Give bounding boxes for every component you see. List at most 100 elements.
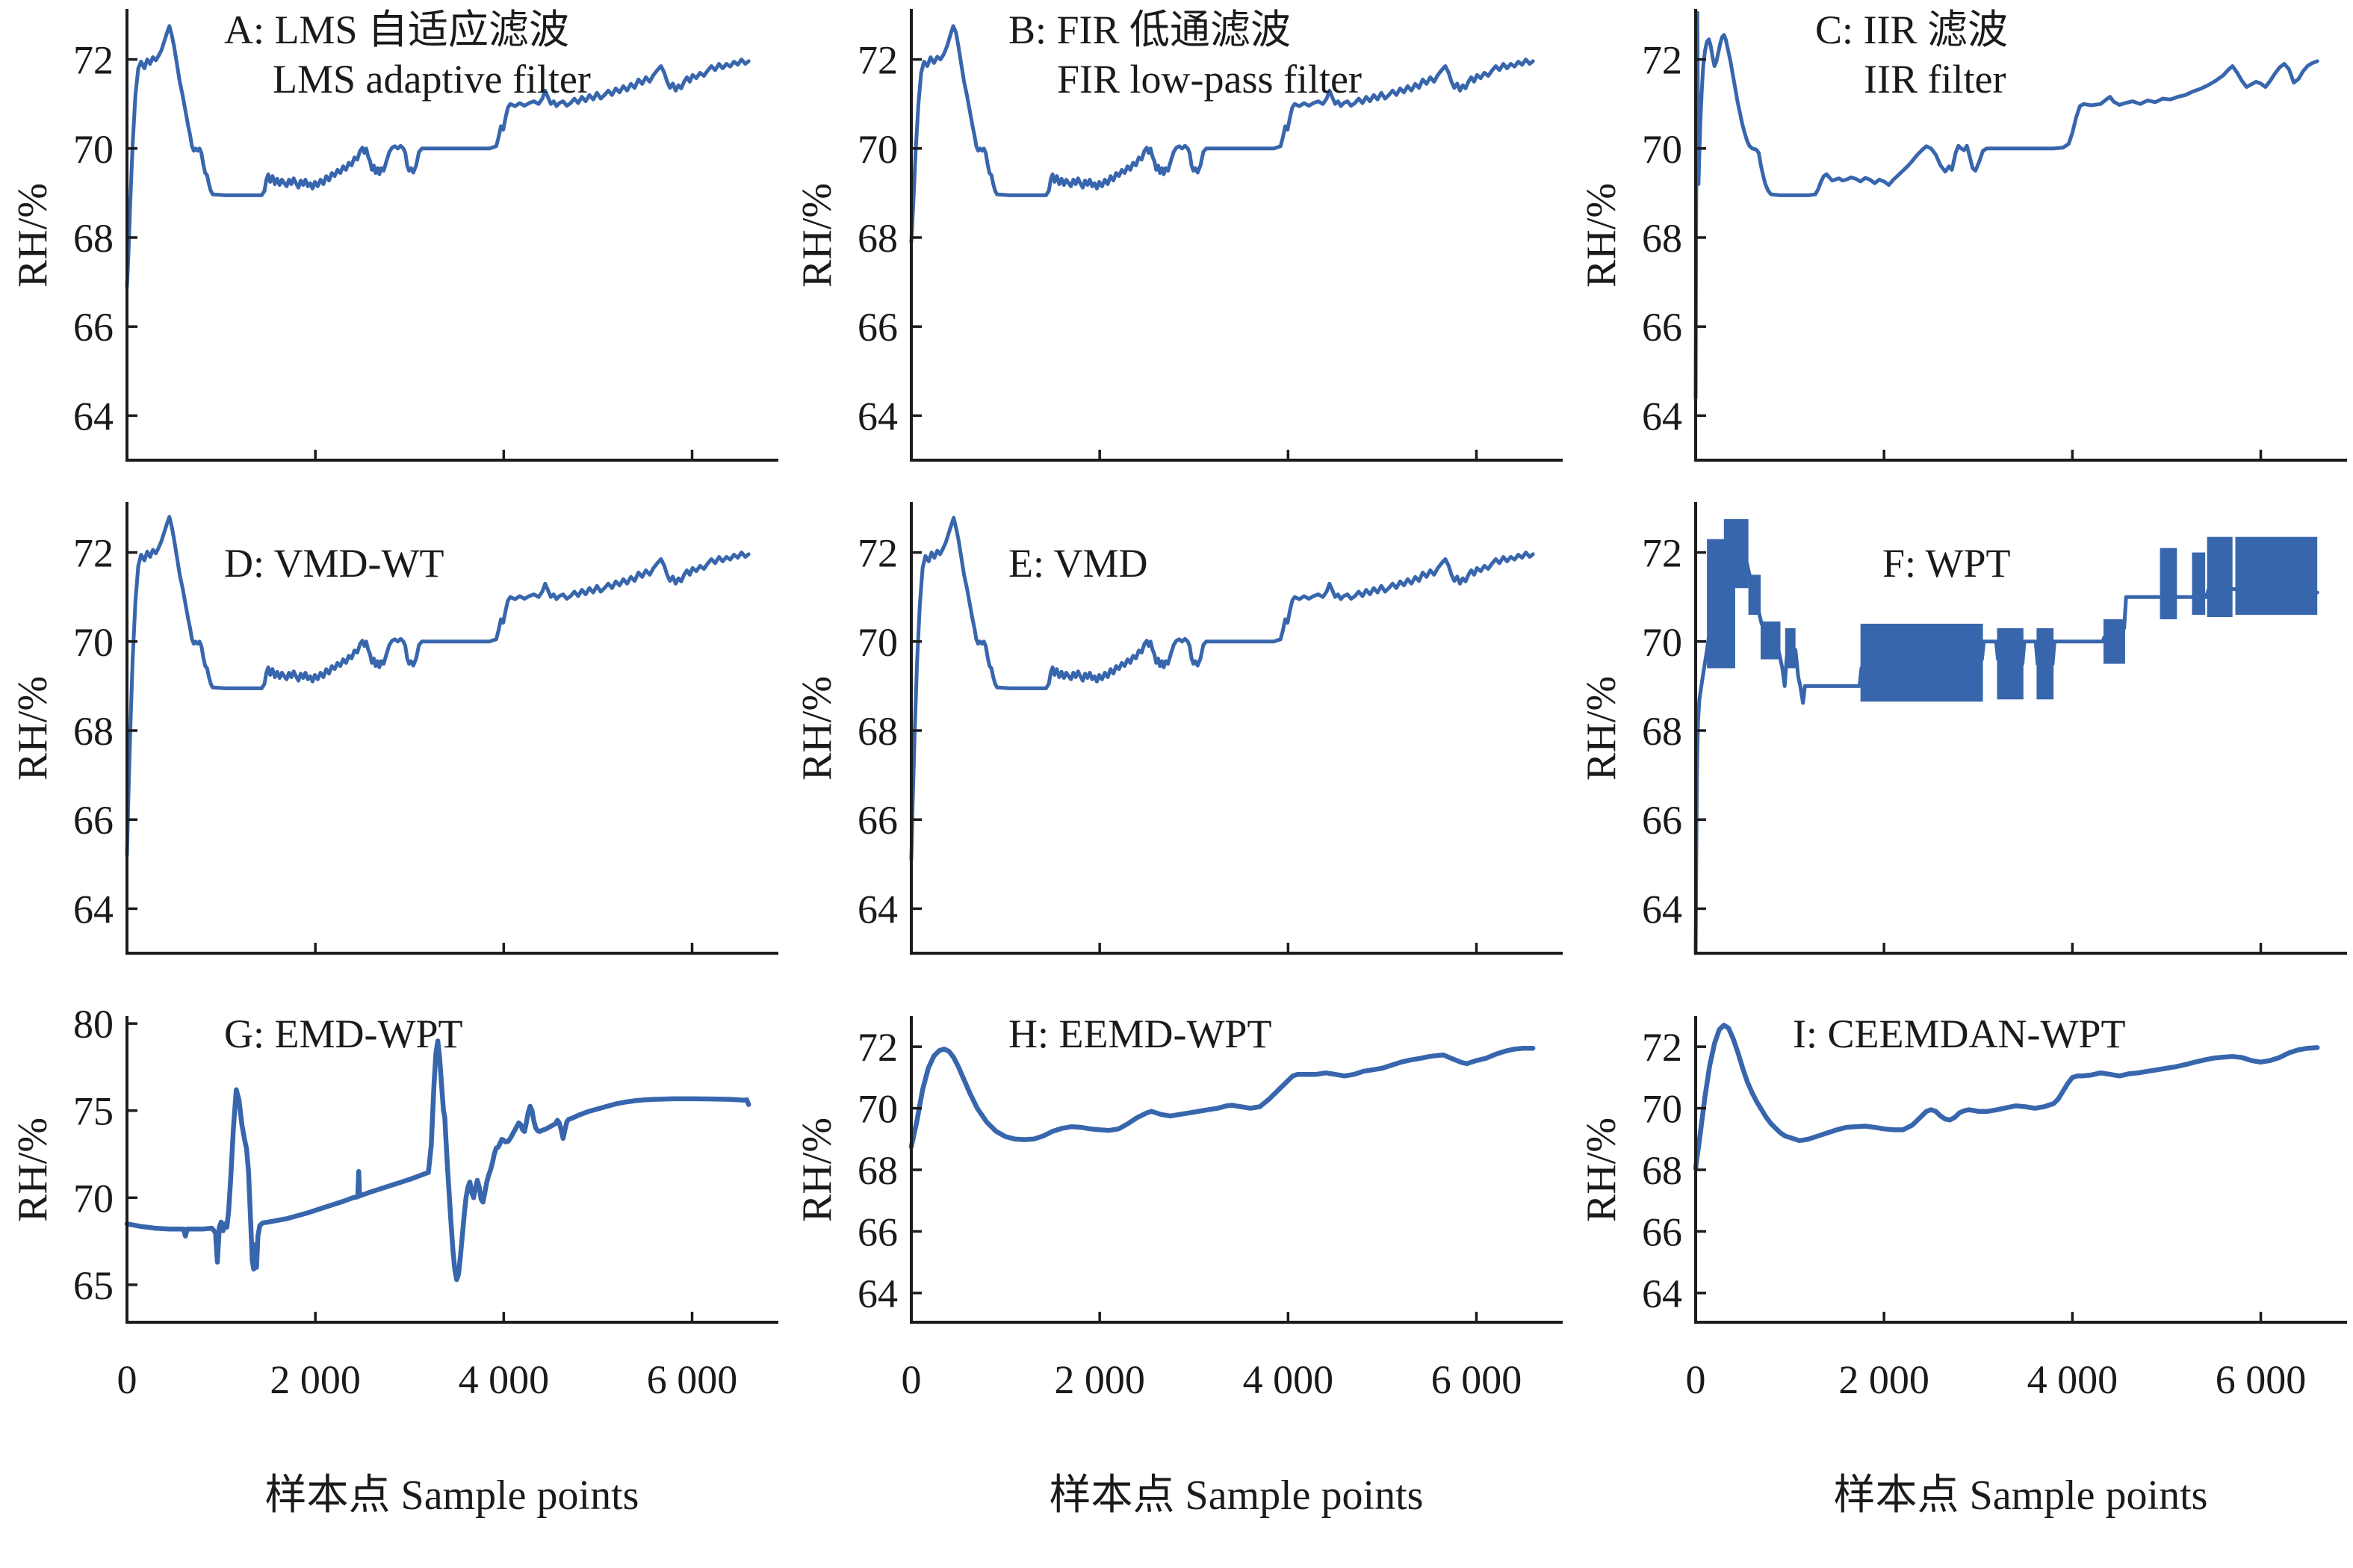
axis-spine: [910, 1016, 1563, 1324]
x-tick-label: 6 000: [647, 1357, 738, 1402]
y-axis-label: RH/%: [10, 676, 56, 781]
axis-spine: [910, 502, 1563, 955]
axis-spine: [1694, 502, 2347, 955]
y-tick-label: 66: [858, 798, 898, 843]
panel-title: FIR low-pass filter: [1057, 57, 1362, 102]
y-tick-label: 72: [858, 1025, 898, 1070]
x-tick-label: 2 000: [1838, 1357, 1929, 1402]
y-tick-label: 64: [73, 887, 114, 932]
panel-h: 64 66 68 70 72 0 2 000 4 000 6 000 样本点 Sample poi…: [784, 986, 1569, 1568]
y-tick-label: 70: [858, 620, 898, 665]
panel-title: E: VMD: [1008, 541, 1148, 586]
y-tick-label: 65: [73, 1263, 114, 1308]
x-tick-label: 0: [1686, 1357, 1706, 1402]
y-tick-label: 70: [858, 1087, 898, 1132]
series-line: [1693, 542, 2319, 955]
axis-spine: [125, 9, 778, 462]
panel-b: 64 66 68 70 72 RH/% B: FIR 低通滤波 FIR low-pass fi…: [784, 0, 1569, 493]
y-tick-label: 68: [73, 709, 114, 754]
series-line: [124, 1038, 751, 1283]
x-tick-label: 4 000: [2027, 1357, 2118, 1402]
noise-band: [2103, 619, 2125, 664]
y-tick-label: 70: [1642, 1087, 1682, 1132]
panel-b-canvas: 64 66 68 70 72 RH/% B: FIR 低通滤波 FIR low-pass fi…: [794, 7, 1563, 462]
panel-h-canvas: 64 66 68 70 72 0 2 000 4 000 6 000 样本点 Sample poi…: [794, 1011, 1563, 1519]
panel-title: H: EEMD-WPT: [1008, 1011, 1271, 1056]
y-tick-label: 80: [73, 1002, 114, 1047]
noise-band: [2235, 536, 2318, 616]
axis-spine: [125, 1016, 778, 1324]
x-axis-label: 样本点 Sample points: [265, 1472, 639, 1519]
panel-title: C: IIR 滤波: [1815, 7, 2008, 52]
y-tick-label: 64: [73, 394, 114, 439]
panel-title: I: CEEMDAN-WPT: [1793, 1011, 2125, 1056]
y-tick-label: 70: [858, 127, 898, 172]
axis-spine: [1694, 9, 2347, 462]
panel-title: IIR filter: [1864, 57, 2006, 102]
panel-g: 65 70 75 80 0 2 000 4 000 6 000 样本点 Sample point…: [0, 986, 784, 1568]
series-line: [1693, 1023, 2320, 1171]
series-line: [125, 515, 751, 858]
y-tick-label: 64: [858, 887, 898, 932]
panel-title: F: WPT: [1882, 541, 2011, 586]
x-tick-label: 4 000: [459, 1357, 550, 1402]
y-axis-label: RH/%: [1578, 676, 1625, 781]
y-tick-label: 68: [858, 709, 898, 754]
y-tick-label: 68: [73, 216, 114, 261]
y-tick-label: 72: [1642, 531, 1682, 576]
y-axis-label: RH/%: [10, 183, 56, 288]
y-tick-label: 70: [1642, 620, 1682, 665]
y-tick-label: 64: [1642, 394, 1682, 439]
y-tick-label: 75: [73, 1089, 114, 1134]
panel-e: 64 66 68 70 72 RH/% E: VMD: [784, 493, 1569, 986]
y-tick-label: 66: [858, 1209, 898, 1254]
panel-title: LMS adaptive filter: [273, 57, 591, 102]
axis-spine: [910, 9, 1563, 462]
panel-i-canvas: 64 66 68 70 72 0 2 000 4 000 6 000 样本点 Sample poi…: [1578, 1011, 2347, 1519]
y-tick-label: 64: [858, 394, 898, 439]
series-line: [125, 24, 751, 288]
y-tick-label: 68: [1642, 709, 1682, 754]
y-axis-label: RH/%: [1578, 183, 1625, 288]
panel-c-canvas: 64 66 68 70 72 RH/% C: IIR 滤波 IIR filter: [1578, 7, 2347, 462]
y-tick-label: 72: [73, 38, 114, 83]
x-axis-label: 样本点 Sample points: [1050, 1472, 1424, 1519]
x-tick-label: 6 000: [2216, 1357, 2307, 1402]
series-line: [908, 1045, 1536, 1150]
x-tick-label: 2 000: [270, 1357, 361, 1402]
y-axis-label: RH/%: [794, 183, 840, 288]
y-tick-label: 64: [1642, 887, 1682, 932]
y-tick-label: 66: [1642, 798, 1682, 843]
x-tick-label: 6 000: [1431, 1357, 1522, 1402]
panel-a-canvas: 64 66 68 70 72 RH/% A: LMS 自适应滤波 LMS adaptive f…: [10, 7, 778, 462]
panel-title: D: VMD-WT: [224, 541, 444, 586]
y-tick-label: 68: [858, 216, 898, 261]
y-axis-label: RH/%: [1578, 1118, 1625, 1222]
panel-g-canvas: 65 70 75 80 0 2 000 4 000 6 000 样本点 Sample point…: [10, 1002, 778, 1519]
y-tick-label: 66: [858, 305, 898, 350]
y-tick-label: 68: [1642, 1148, 1682, 1193]
y-tick-label: 64: [858, 1271, 898, 1316]
y-tick-label: 64: [1642, 1271, 1682, 1316]
y-tick-label: 72: [1642, 1025, 1682, 1070]
y-tick-label: 72: [858, 38, 898, 83]
y-tick-label: 70: [73, 127, 114, 172]
noise-band: [2207, 536, 2233, 617]
panel-f-canvas: 64 66 68 70 72 RH/% F: WPT: [1578, 502, 2347, 955]
y-tick-label: 70: [73, 620, 114, 665]
panel-title: A: LMS 自适应滤波: [224, 7, 569, 52]
noise-band: [2160, 548, 2177, 619]
series-line: [909, 24, 1535, 244]
y-tick-label: 66: [1642, 305, 1682, 350]
y-tick-label: 66: [73, 798, 114, 843]
panel-c: 64 66 68 70 72 RH/% C: IIR 滤波 IIR filter: [1569, 0, 2353, 493]
noise-band: [2192, 552, 2206, 616]
panel-e-canvas: 64 66 68 70 72 RH/% E: VMD: [794, 502, 1563, 955]
y-tick-label: 66: [1642, 1209, 1682, 1254]
y-axis-label: RH/%: [794, 676, 840, 781]
y-tick-label: 68: [1642, 216, 1682, 261]
y-tick-label: 70: [1642, 127, 1682, 172]
x-axis-label: 样本点 Sample points: [1834, 1472, 2208, 1519]
y-tick-label: 72: [858, 531, 898, 576]
